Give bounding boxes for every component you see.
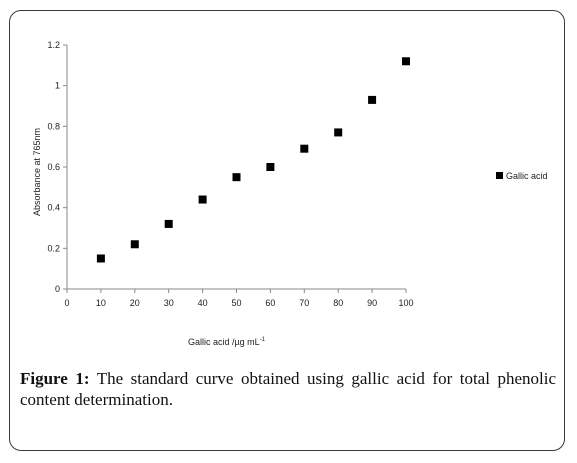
x-tick-label: 80 (333, 298, 343, 308)
y-tick-label: 0.8 (47, 121, 60, 131)
x-tick-label: 60 (265, 298, 275, 308)
x-tick-label: 100 (398, 298, 413, 308)
data-point (232, 173, 241, 182)
x-tick-label: 20 (130, 298, 140, 308)
data-point (96, 254, 105, 263)
data-point (334, 128, 343, 137)
data-points (96, 57, 410, 263)
y-tick-label: 1.2 (47, 40, 60, 50)
data-point (402, 57, 410, 66)
y-tick-label: 0.4 (47, 203, 60, 213)
x-tick-label: 70 (299, 298, 309, 308)
y-tick-label: 1 (55, 81, 60, 91)
data-point (300, 144, 309, 153)
data-point (164, 219, 173, 228)
x-tick-label: 10 (96, 298, 106, 308)
caption-label: Figure 1: (20, 369, 90, 388)
legend-label: Gallic acid (506, 171, 548, 181)
x-tick-label: 50 (231, 298, 241, 308)
y-axis: 0 0.2 0.4 0.6 0.8 1 1.2 (47, 40, 68, 294)
caption-text: The standard curve obtained using gallic… (20, 369, 556, 409)
y-tick-label: 0.2 (47, 243, 60, 253)
x-tick-label: 40 (198, 298, 208, 308)
x-tick-label: 0 (64, 298, 69, 308)
legend: Gallic acid (496, 171, 548, 181)
y-tick-label: 0 (55, 284, 60, 294)
x-axis-title-text: Gallic acid /µg mL (188, 337, 260, 347)
x-tick-label: 90 (367, 298, 377, 308)
x-axis-title: Gallic acid /µg mL-1 (188, 337, 266, 347)
y-tick-label: 0.6 (47, 162, 60, 172)
data-point (198, 195, 207, 204)
x-tick-label: 30 (164, 298, 174, 308)
data-point (266, 163, 275, 171)
figure-frame (9, 10, 565, 451)
data-point (130, 240, 139, 249)
y-axis-title: Absorbance at 765nm (32, 128, 42, 216)
x-axis: 0 10 20 30 40 50 60 70 80 90 100 (64, 288, 414, 308)
data-point (368, 95, 377, 104)
x-axis-title-superscript: -1 (260, 337, 266, 343)
figure-caption: Figure 1: The standard curve obtained us… (20, 368, 556, 410)
legend-marker (496, 172, 503, 179)
